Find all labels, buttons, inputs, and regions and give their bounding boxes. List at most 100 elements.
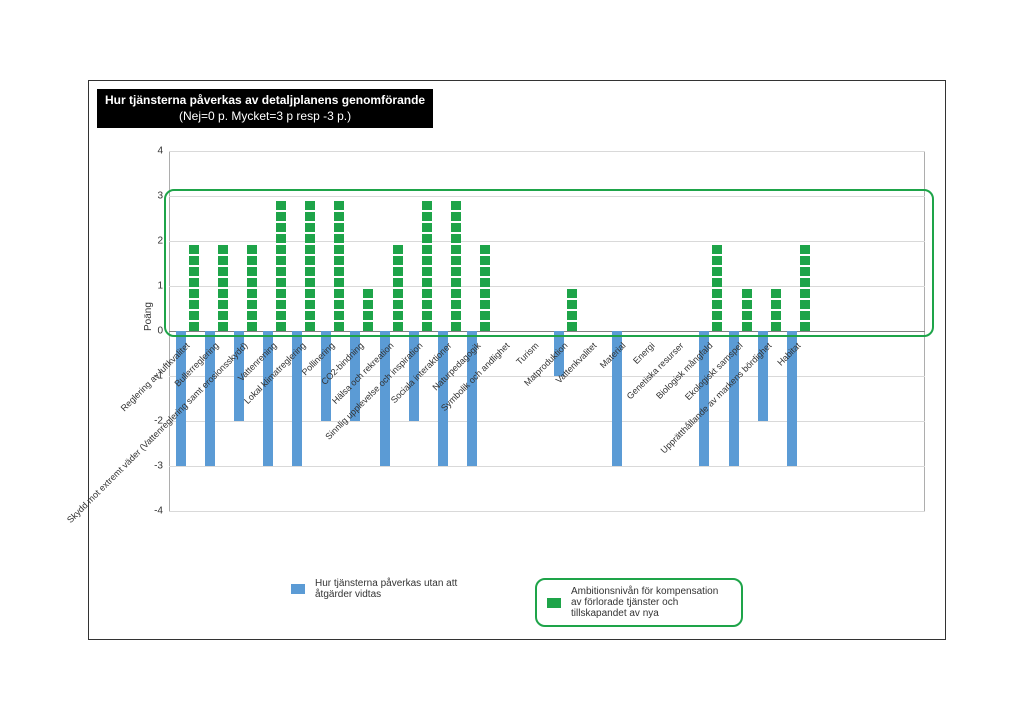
legend-item-green: Ambitionsnivån för kompensation av förlo… [535, 578, 743, 627]
y-axis-label: Poäng [143, 302, 154, 331]
chart-title: Hur tjänsterna påverkas av detaljplanens… [105, 93, 425, 109]
bar-green-segment [334, 234, 344, 243]
bar-green-segment [218, 311, 228, 320]
bar-green-segment [422, 322, 432, 331]
ytick-label: 2 [157, 236, 163, 247]
bar-green-segment [451, 212, 461, 221]
x-category-label: Material [621, 340, 628, 347]
bar-green-segment [771, 300, 781, 309]
bar-green-segment [451, 234, 461, 243]
x-category-label: Skydd mot extremt väder (Vattenreglering… [243, 340, 250, 347]
bar-green-segment [276, 212, 286, 221]
bar-green-segment [218, 322, 228, 331]
ytick-label: 4 [157, 146, 163, 157]
bar-green-segment [480, 278, 490, 287]
bar-green-segment [218, 267, 228, 276]
bar-green-segment [451, 223, 461, 232]
legend-label-blue: Hur tjänsterna påverkas utan att åtgärde… [315, 578, 475, 600]
bar-green-segment [218, 289, 228, 298]
bar-green-segment [276, 311, 286, 320]
x-category-label: Reglering av luftkvalitet [184, 340, 191, 347]
bar-green-segment [771, 311, 781, 320]
bar-green-segment [712, 278, 722, 287]
x-category-label: Vattenrening [272, 340, 279, 347]
bar-green-segment [480, 311, 490, 320]
x-category-label: Turism [533, 340, 540, 347]
legend-label-green: Ambitionsnivån för kompensation av förlo… [571, 586, 731, 619]
bar-green-segment [393, 300, 403, 309]
bar-green-segment [712, 311, 722, 320]
bar-green-segment [276, 256, 286, 265]
bar-green-segment [712, 267, 722, 276]
bar-green-segment [218, 256, 228, 265]
bar-green-segment [451, 201, 461, 210]
x-category-label: Upprätthållande av markens bördighet [766, 340, 773, 347]
gridline [169, 196, 925, 197]
bar-green-segment [334, 201, 344, 210]
bar-green-segment [480, 245, 490, 254]
bar-green-segment [451, 245, 461, 254]
ytick-label: -3 [154, 461, 163, 472]
bar-green-segment [712, 322, 722, 331]
bar-green-segment [800, 322, 810, 331]
bar-green-segment [771, 289, 781, 298]
x-category-label: Ekologiskt samspel [737, 340, 744, 347]
bar-green-segment [334, 223, 344, 232]
bar-green-segment [305, 234, 315, 243]
bar-green-segment [800, 245, 810, 254]
x-category-label: CO2-bindning [359, 340, 366, 347]
bar-green-segment [334, 278, 344, 287]
bar-green-segment [800, 256, 810, 265]
bar-green-segment [305, 201, 315, 210]
bar-green-segment [451, 300, 461, 309]
x-category-label: Energi [650, 340, 657, 347]
x-category-label: Sociala interaktioner [446, 340, 453, 347]
bar-green-segment [305, 245, 315, 254]
x-category-label: Matproduktion [562, 340, 569, 347]
bar-green-segment [305, 223, 315, 232]
legend-swatch-blue [291, 584, 305, 594]
bar-green-segment [276, 234, 286, 243]
bar-green-segment [247, 322, 257, 331]
bar-green-segment [422, 278, 432, 287]
bar-green-segment [189, 256, 199, 265]
bar-green-segment [334, 212, 344, 221]
gridline [169, 151, 925, 152]
bar-green-segment [189, 289, 199, 298]
bar-green-segment [189, 245, 199, 254]
x-category-label: Vattenkvalitet [592, 340, 599, 347]
bar-green-segment [305, 311, 315, 320]
ytick-label: 1 [157, 281, 163, 292]
bar-green-segment [393, 278, 403, 287]
ytick-label: 0 [157, 326, 163, 337]
bar-green-segment [451, 322, 461, 331]
x-category-label: Habitat [795, 340, 802, 347]
x-category-label: Hälsa och rekreation [388, 340, 395, 347]
bar-green-segment [276, 322, 286, 331]
bar-green-segment [393, 245, 403, 254]
bar-green-segment [742, 322, 752, 331]
bar-green-segment [276, 300, 286, 309]
gridline [169, 466, 925, 467]
plot-area: -4-3-2-101234Reglering av luftkvalitetBu… [169, 151, 925, 511]
chart-frame: Hur tjänsterna påverkas av detaljplanens… [88, 80, 946, 640]
bar-green-segment [742, 289, 752, 298]
bar-green-segment [393, 289, 403, 298]
bar-green-segment [334, 256, 344, 265]
bar-green-segment [276, 223, 286, 232]
bar-green-segment [422, 234, 432, 243]
bar-green-segment [422, 300, 432, 309]
bar-green-segment [771, 322, 781, 331]
bar-green-segment [334, 267, 344, 276]
bar-green-segment [712, 245, 722, 254]
chart-subtitle: (Nej=0 p. Mycket=3 p resp -3 p.) [105, 109, 425, 125]
bar-green-segment [247, 245, 257, 254]
bar-green-segment [305, 278, 315, 287]
gridline [169, 376, 925, 377]
bar-green-segment [712, 256, 722, 265]
bar-green-segment [189, 267, 199, 276]
bar-green-segment [422, 256, 432, 265]
bar-green-segment [393, 322, 403, 331]
bar-green-segment [712, 300, 722, 309]
bar-green-segment [422, 212, 432, 221]
